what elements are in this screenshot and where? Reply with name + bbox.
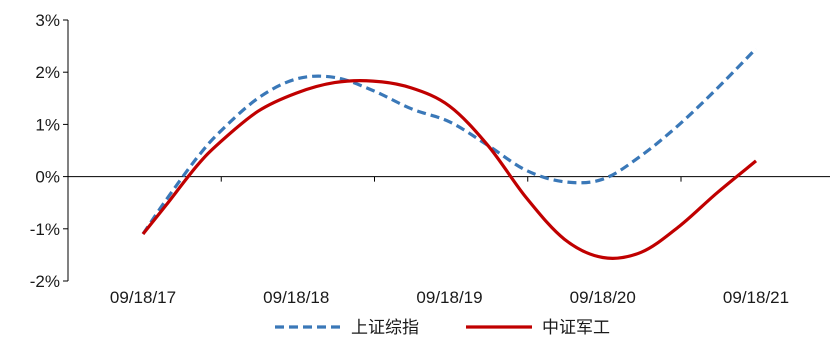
x-tick-label: 09/18/18 bbox=[263, 288, 329, 307]
y-tick-label: 3% bbox=[35, 11, 60, 30]
x-tick-label: 09/18/21 bbox=[723, 288, 789, 307]
legend-label-0: 上证综指 bbox=[351, 318, 419, 337]
y-tick-label: -1% bbox=[30, 220, 60, 239]
y-tick-label: 1% bbox=[35, 115, 60, 134]
legend: 上证综指 中证军工 bbox=[275, 318, 610, 337]
series-layer bbox=[141, 47, 758, 260]
x-tick-label: 09/18/17 bbox=[110, 288, 176, 307]
y-tick-label: 0% bbox=[35, 168, 60, 187]
series-line-0 bbox=[141, 47, 758, 235]
series-line-1 bbox=[141, 79, 758, 260]
y-tick-label: 2% bbox=[35, 63, 60, 82]
y-tick-label: -2% bbox=[30, 272, 60, 291]
axes: -2% -1% 0% 1% 2% 3% 09/18/17 09/18/18 09/18/19 09… bbox=[30, 11, 830, 307]
legend-label-1: 中证军工 bbox=[542, 318, 610, 337]
x-tick-label: 09/18/20 bbox=[570, 288, 636, 307]
x-tick-label: 09/18/19 bbox=[416, 288, 482, 307]
